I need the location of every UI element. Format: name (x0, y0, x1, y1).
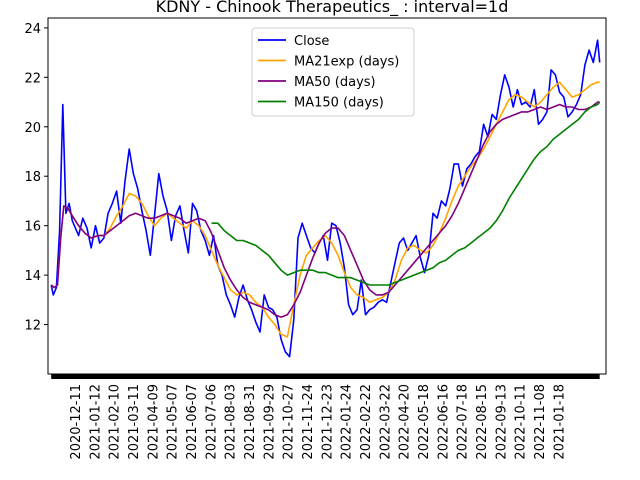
x-tick-label: 2022-05-18 (417, 384, 432, 460)
series-layer (50, 39, 601, 358)
y-tick-label: 18 (24, 170, 41, 185)
x-tick-label: 2021-08-31 (243, 384, 258, 460)
x-tick-label: 2021-01-12 (88, 384, 103, 460)
legend: Close MA21exp (days) MA50 (days) MA150 (day… (251, 27, 415, 117)
x-tick-label: 2022-02-22 (359, 384, 374, 460)
x-tick-label: 2021-11-24 (301, 384, 316, 460)
legend-label: MA21exp (days) (294, 55, 399, 70)
plot-frame (47, 17, 607, 375)
x-tick-label: 2021-10-27 (282, 384, 297, 460)
x-tick-label: 2021-04-09 (146, 384, 161, 460)
x-tick-label: 2022-03-22 (378, 384, 393, 460)
x-axis: 2020-12-11 2021-01-12 2021-02-10 2021-03-11… (51, 374, 600, 460)
y-tick-label: 24 (24, 22, 41, 37)
x-tick-label: 2021-07-06 (204, 384, 219, 460)
series-line-ma21exp-days (50, 81, 600, 338)
y-tick-label: 14 (24, 269, 41, 284)
y-tick-label: 22 (24, 71, 41, 86)
x-tick-label: 2022-08-15 (475, 384, 490, 460)
x-tick-label: 2021-02-10 (108, 384, 123, 460)
x-tick-label: 2021-08-03 (224, 384, 239, 460)
x-tick-label: 2022-07-18 (456, 384, 471, 460)
series-line-ma150-days (211, 101, 601, 286)
y-axis: 12 14 16 18 20 22 24 (24, 22, 48, 334)
x-tick-label: 2022-11-08 (533, 384, 548, 460)
chart-title: KDNY - Chinook Therapeutics_ : interval=… (156, 0, 509, 17)
series-line-ma50-days (50, 101, 600, 318)
legend-label: MA50 (days) (294, 75, 376, 90)
x-tick-label: 2022-04-20 (398, 384, 413, 460)
x-tick-label: 2022-09-13 (494, 384, 509, 460)
legend-label: Close (294, 34, 329, 49)
x-tick-label: 2022-01-24 (340, 384, 355, 460)
y-tick-label: 20 (24, 121, 41, 136)
x-minor-ticks (51, 374, 600, 379)
y-tick-label: 12 (24, 319, 41, 334)
x-tick-label: 2021-05-07 (166, 384, 181, 460)
x-tick-label: 2021-03-11 (127, 384, 142, 460)
x-tick-label: 2020-12-11 (69, 384, 84, 460)
legend-label: MA150 (days) (294, 96, 384, 111)
x-tick-label: 2022-06-16 (436, 384, 451, 460)
x-tick-label: 2021-09-29 (262, 384, 277, 460)
x-tick-label: 2021-06-07 (185, 384, 200, 460)
y-tick-label: 16 (24, 220, 41, 235)
x-tick-label: 2021-12-23 (320, 384, 335, 460)
legend-box (251, 27, 415, 117)
x-tick-label: 2021-01-18 (552, 384, 567, 460)
x-tick-label: 2022-10-11 (514, 384, 529, 460)
